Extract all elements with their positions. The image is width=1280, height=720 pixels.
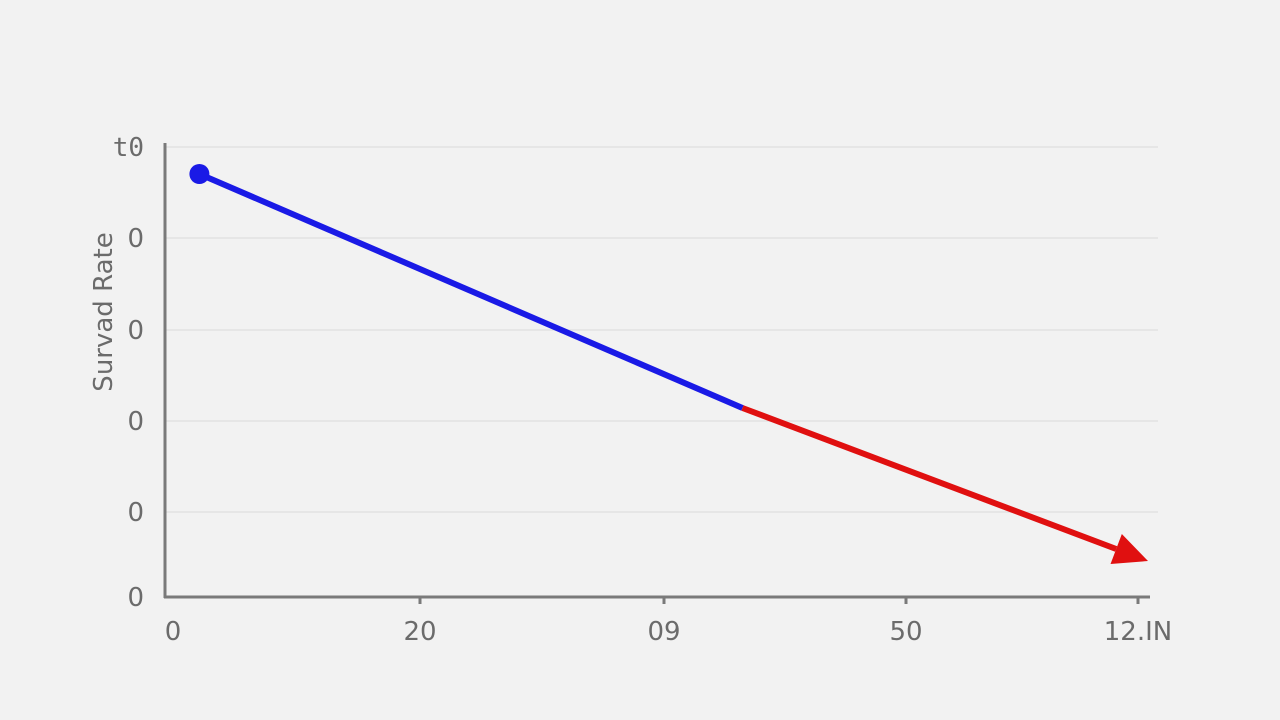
grid-lines [165, 146, 1158, 513]
series [189, 164, 1148, 564]
series-segment [198, 171, 744, 411]
y-tick-label: 0 [127, 498, 144, 528]
start-point-marker [189, 164, 210, 184]
axes [163, 143, 1150, 604]
y-axis-title: Survad Rate [89, 232, 119, 391]
y-tick-label: 0 [127, 316, 144, 346]
y-tick-label: 0 [127, 224, 144, 254]
y-tick-label: 0 [127, 407, 144, 437]
x-tick-label: 0 [165, 617, 182, 647]
x-tick-label: 50 [889, 617, 922, 647]
x-tick-label: 12.IN [1104, 617, 1172, 647]
x-tick-label: 09 [647, 617, 680, 647]
x-tick-label: 20 [403, 617, 436, 647]
series-segment [741, 405, 1118, 552]
y-tick-label: t0 [113, 133, 144, 163]
y-tick-label: 0 [127, 583, 144, 613]
arrowhead [1110, 534, 1148, 564]
